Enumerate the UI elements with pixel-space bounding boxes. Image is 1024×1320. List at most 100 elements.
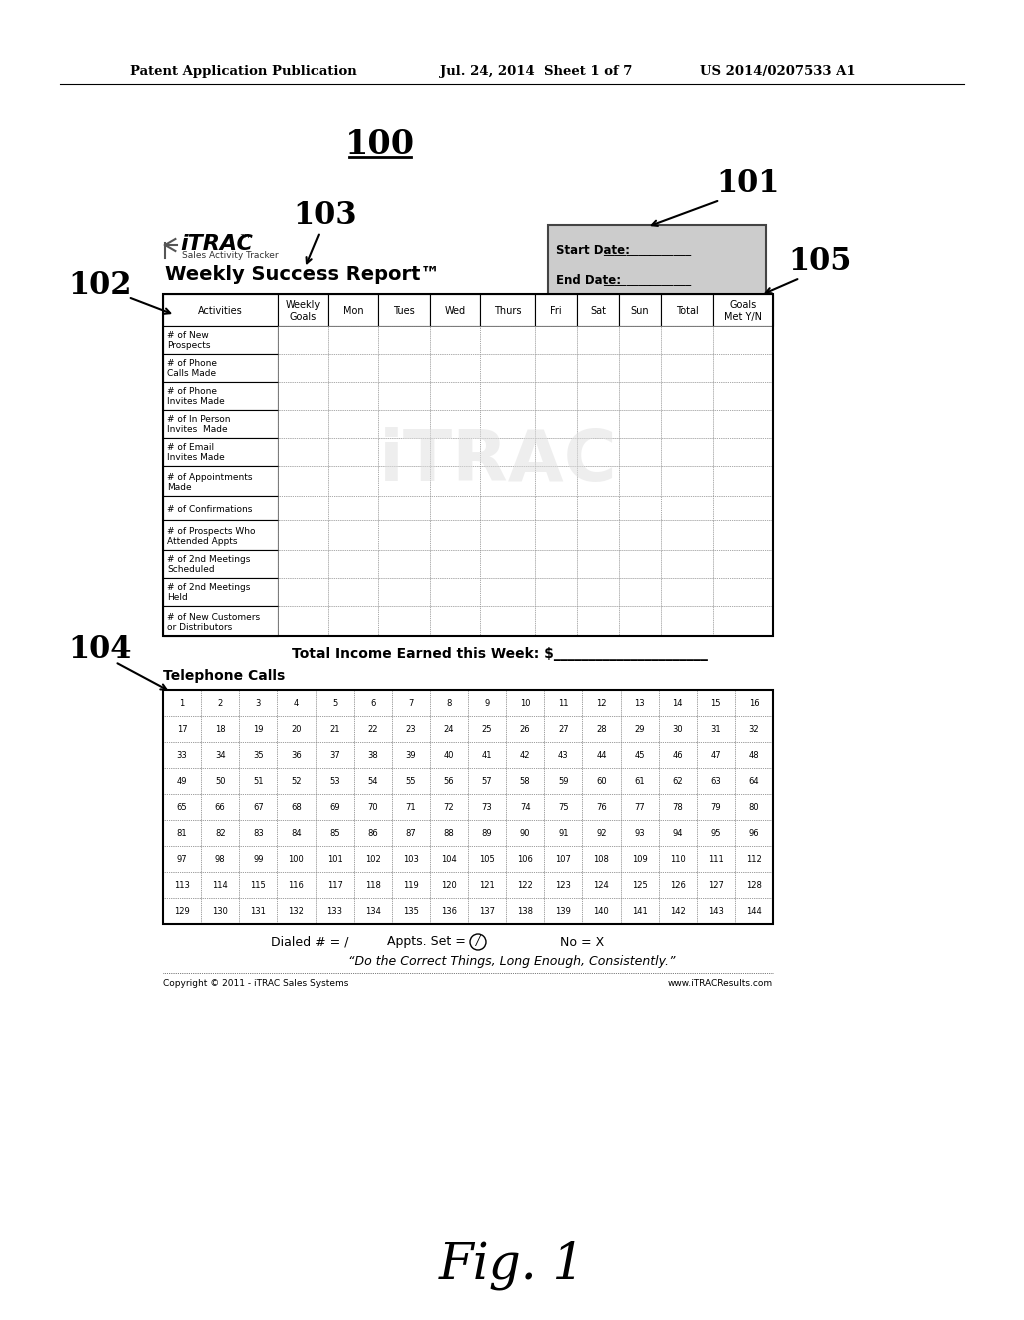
Text: 39: 39 <box>406 751 416 760</box>
Text: US 2014/0207533 A1: US 2014/0207533 A1 <box>700 66 856 78</box>
Bar <box>163 898 201 924</box>
Bar <box>315 873 353 898</box>
Bar <box>662 294 713 326</box>
Text: Activities: Activities <box>198 306 243 315</box>
Bar <box>618 381 662 411</box>
Bar <box>662 466 713 496</box>
Text: 101: 101 <box>717 168 779 198</box>
Text: 68: 68 <box>291 804 302 813</box>
Text: 59: 59 <box>558 777 568 787</box>
Bar <box>201 820 240 846</box>
Bar <box>713 438 773 466</box>
Bar <box>583 820 621 846</box>
Text: 38: 38 <box>368 751 378 760</box>
Bar <box>577 381 618 411</box>
Bar <box>583 715 621 742</box>
Bar <box>353 690 392 715</box>
Bar <box>658 715 696 742</box>
Text: 16: 16 <box>749 700 759 709</box>
Text: 136: 136 <box>441 908 457 916</box>
Bar <box>618 411 662 438</box>
Text: 87: 87 <box>406 829 416 838</box>
Bar <box>480 381 535 411</box>
Text: 86: 86 <box>368 829 378 838</box>
Text: 26: 26 <box>520 726 530 734</box>
Bar <box>240 795 278 820</box>
Bar <box>506 820 544 846</box>
Text: Held: Held <box>167 594 187 602</box>
Text: 61: 61 <box>634 777 645 787</box>
Text: 95: 95 <box>711 829 721 838</box>
Text: 29: 29 <box>634 726 645 734</box>
Text: 115: 115 <box>251 882 266 891</box>
Bar <box>618 326 662 354</box>
Text: 56: 56 <box>443 777 455 787</box>
Bar <box>430 354 480 381</box>
Bar <box>315 820 353 846</box>
Bar <box>577 606 618 636</box>
Text: 23: 23 <box>406 726 416 734</box>
Text: 103: 103 <box>293 199 356 231</box>
Bar <box>535 381 577 411</box>
Bar <box>696 846 735 873</box>
Text: 15: 15 <box>711 700 721 709</box>
Text: 12: 12 <box>596 700 606 709</box>
Bar <box>621 715 658 742</box>
Bar <box>392 715 430 742</box>
Bar <box>535 520 577 550</box>
Bar <box>201 898 240 924</box>
Bar <box>430 294 480 326</box>
Bar <box>735 795 773 820</box>
Bar <box>353 846 392 873</box>
Text: Total: Total <box>676 306 698 315</box>
Bar <box>378 550 430 578</box>
Bar <box>430 742 468 768</box>
Bar <box>618 496 662 520</box>
Bar <box>696 898 735 924</box>
Bar <box>713 606 773 636</box>
Text: 47: 47 <box>711 751 721 760</box>
Bar <box>735 715 773 742</box>
Text: 141: 141 <box>632 908 647 916</box>
Text: Copyright © 2011 - iTRAC Sales Systems: Copyright © 2011 - iTRAC Sales Systems <box>163 978 348 987</box>
Bar <box>278 742 315 768</box>
Bar <box>713 411 773 438</box>
Bar <box>583 898 621 924</box>
Bar <box>315 768 353 795</box>
Text: 37: 37 <box>329 751 340 760</box>
Text: # of 2nd Meetings: # of 2nd Meetings <box>167 556 251 565</box>
Bar <box>430 846 468 873</box>
Bar <box>163 768 201 795</box>
Text: 18: 18 <box>215 726 225 734</box>
Text: 10: 10 <box>520 700 530 709</box>
Text: # of Prospects Who: # of Prospects Who <box>167 527 256 536</box>
Text: Invites  Made: Invites Made <box>167 425 227 434</box>
Text: 92: 92 <box>596 829 606 838</box>
Bar <box>713 466 773 496</box>
Text: /: / <box>476 936 480 949</box>
Bar <box>544 873 583 898</box>
Text: 130: 130 <box>212 908 228 916</box>
Bar <box>535 354 577 381</box>
Bar <box>662 496 713 520</box>
Text: 63: 63 <box>711 777 721 787</box>
Text: 133: 133 <box>327 908 343 916</box>
Bar <box>353 873 392 898</box>
Bar <box>430 381 480 411</box>
Bar <box>696 873 735 898</box>
Bar <box>201 715 240 742</box>
Bar <box>480 578 535 606</box>
Bar <box>315 795 353 820</box>
Bar <box>618 578 662 606</box>
Bar <box>662 354 713 381</box>
Bar <box>662 520 713 550</box>
Text: 58: 58 <box>520 777 530 787</box>
Text: Invites Made: Invites Made <box>167 397 224 407</box>
Text: 46: 46 <box>673 751 683 760</box>
Bar <box>278 326 328 354</box>
Bar <box>480 466 535 496</box>
Bar <box>480 326 535 354</box>
Bar <box>353 820 392 846</box>
Text: 132: 132 <box>289 908 304 916</box>
Bar <box>544 742 583 768</box>
